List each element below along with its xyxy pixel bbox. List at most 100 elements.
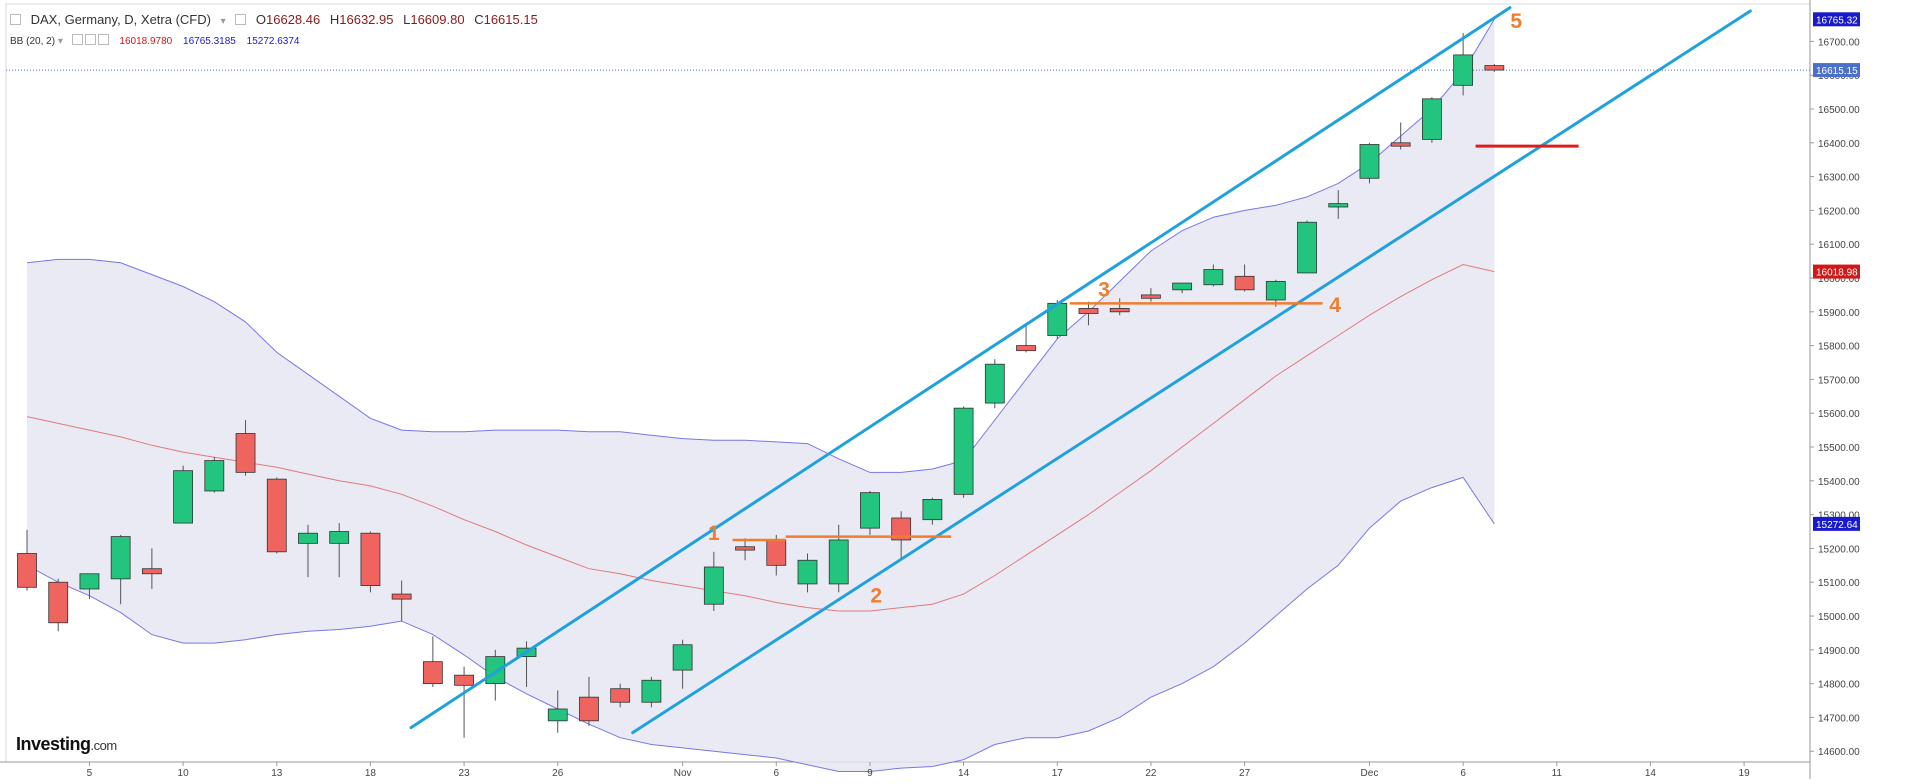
- bb-lower-value: 15272.6374: [246, 36, 300, 47]
- candle: [1109, 298, 1130, 316]
- candle: [1234, 264, 1255, 292]
- investing-logo: Investing.com: [16, 734, 117, 754]
- candle-body: [797, 559, 818, 585]
- bollinger-middle-line: [26, 263, 1495, 612]
- chart-header: DAX, Germany, D, Xetra (CFD) ▾ O16628.46…: [10, 12, 544, 27]
- y-tick-label: 16500.00: [1818, 105, 1860, 116]
- y-tick-label: 15800.00: [1818, 342, 1860, 353]
- y-tick-label: 16200.00: [1818, 206, 1860, 217]
- chevron-down-icon[interactable]: ▾: [220, 16, 226, 27]
- x-tick-label: 11: [1552, 768, 1563, 779]
- candle-body: [1234, 275, 1255, 291]
- bollinger-upper-line: [26, 19, 1495, 473]
- x-tick-label: 5: [87, 768, 93, 779]
- wave-label: 3: [1098, 279, 1110, 302]
- candle-body: [110, 536, 131, 580]
- candle: [1484, 64, 1505, 72]
- settings-icon[interactable]: [84, 34, 96, 45]
- candle: [579, 676, 599, 726]
- candle: [1422, 97, 1442, 143]
- candle: [266, 477, 287, 554]
- candle: [984, 359, 1005, 409]
- x-tick-label: Nov: [674, 768, 692, 779]
- candle-body: [1453, 54, 1474, 86]
- candle: [766, 534, 787, 576]
- candle: [1359, 142, 1380, 184]
- y-tick-label: 15400.00: [1818, 477, 1860, 488]
- candle-body: [953, 407, 974, 495]
- candle-body: [204, 460, 225, 492]
- wave-label: 4: [1329, 294, 1341, 317]
- chevron-down-icon[interactable]: ▾: [57, 36, 63, 47]
- candle: [17, 529, 37, 591]
- low-value: 16609.80: [410, 12, 465, 27]
- x-tick-label: 9: [867, 768, 873, 779]
- y-tick-label: 16100.00: [1818, 240, 1860, 251]
- y-tick-label: 15300.00: [1818, 511, 1860, 522]
- candle: [329, 523, 350, 578]
- indicator-label[interactable]: BB (20, 2): [10, 36, 56, 47]
- price-badge: 15272.64: [1816, 520, 1858, 531]
- visibility-icon[interactable]: [71, 34, 83, 45]
- settings-icon[interactable]: [235, 14, 247, 25]
- close-key: C: [474, 12, 484, 27]
- candle: [735, 538, 755, 561]
- bb-middle-value: 16018.9780: [119, 36, 173, 47]
- y-tick-label: 16300.00: [1818, 173, 1860, 184]
- price-badge: 16018.98: [1816, 268, 1858, 279]
- candle-body: [828, 539, 849, 585]
- close-icon[interactable]: [97, 34, 109, 45]
- candle-body: [422, 661, 443, 685]
- x-tick-label: 6: [1460, 768, 1466, 779]
- candle-body: [735, 546, 755, 551]
- x-tick-label: 14: [1645, 768, 1657, 779]
- y-tick-label: 14600.00: [1818, 747, 1860, 758]
- candle: [641, 676, 662, 708]
- wave-label: 2: [870, 585, 882, 608]
- wave-label: 1: [708, 522, 720, 545]
- candle-body: [1016, 345, 1036, 352]
- y-tick-label: 15100.00: [1818, 578, 1860, 589]
- candle: [891, 511, 912, 559]
- candle-body: [1141, 294, 1161, 299]
- open-key: O: [255, 12, 266, 27]
- candle-body: [17, 553, 37, 588]
- y-tick-label: 16700.00: [1818, 37, 1860, 48]
- x-tick-label: 19: [1739, 768, 1751, 779]
- candle-body: [1390, 142, 1411, 147]
- candle: [828, 524, 849, 593]
- candle-body: [984, 363, 1005, 404]
- candle-body: [266, 478, 287, 553]
- last-price-badge-bg: [1813, 63, 1860, 78]
- candle-body: [547, 708, 568, 722]
- candle-body: [610, 688, 631, 703]
- x-tick-label: 27: [1239, 768, 1251, 779]
- candle-body: [391, 593, 412, 600]
- price-badge-bg: [1813, 12, 1860, 27]
- x-tick-label: 23: [459, 768, 471, 779]
- candle-body: [891, 517, 912, 541]
- candle-body: [703, 566, 724, 605]
- candle-body: [1078, 308, 1099, 314]
- x-tick-label: 13: [271, 768, 283, 779]
- symbol-title[interactable]: DAX, Germany, D, Xetra (CFD): [30, 12, 211, 27]
- x-tick-label: 26: [552, 768, 564, 779]
- candle-body: [641, 679, 662, 703]
- channel-upper-line: [409, 6, 1512, 730]
- candle-body: [48, 581, 69, 624]
- candle: [1297, 220, 1317, 274]
- y-tick-label: 15200.00: [1818, 544, 1860, 555]
- y-tick-label: 15900.00: [1818, 308, 1860, 319]
- y-tick-label: 15500.00: [1818, 443, 1860, 454]
- candle-body: [1265, 280, 1286, 301]
- bollinger-band-fill: [27, 19, 1495, 772]
- x-tick-label: 18: [365, 768, 377, 779]
- candle-body: [1203, 269, 1224, 286]
- candle: [204, 457, 225, 493]
- candle-body: [360, 532, 381, 587]
- candle-body: [1109, 308, 1130, 313]
- collapse-icon[interactable]: [10, 14, 21, 25]
- bollinger-lower-line: [26, 476, 1495, 772]
